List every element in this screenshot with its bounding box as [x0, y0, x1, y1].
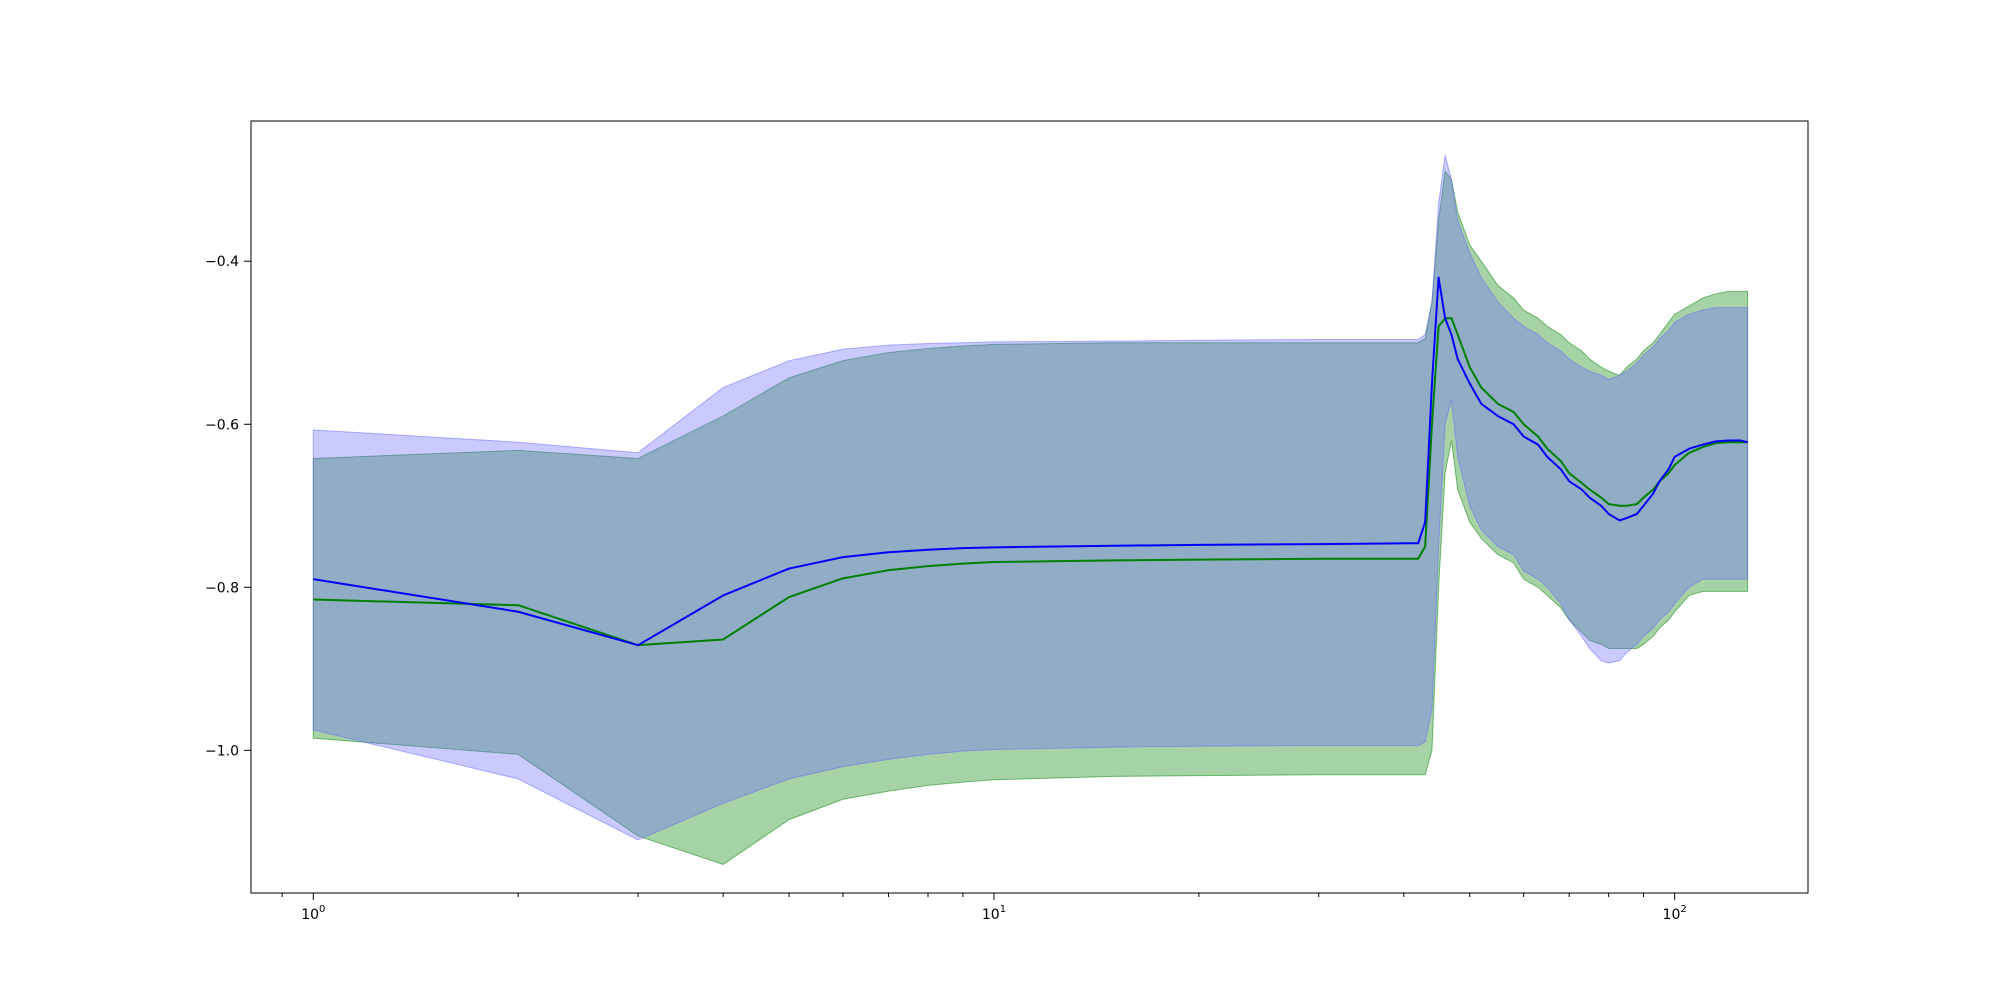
confidence-bands — [312, 155, 1749, 866]
x-tick-label: 100 — [301, 904, 325, 923]
x-axis: 100 101 102 — [281, 893, 1687, 923]
y-tick-label: −0.4 — [205, 254, 239, 270]
y-axis: −1.0 −0.8 −0.6 −0.4 — [205, 254, 251, 759]
series-2-line — [313, 276, 1748, 647]
y-tick-label: −1.0 — [205, 743, 239, 759]
series-lines — [313, 276, 1748, 647]
y-tick-label: −0.8 — [205, 580, 239, 596]
x-tick-label: 101 — [982, 904, 1006, 923]
series-2-band — [312, 155, 1749, 841]
plot-frame — [250, 120, 1809, 894]
y-tick-label: −0.6 — [205, 417, 239, 433]
x-tick-label: 102 — [1663, 904, 1687, 923]
